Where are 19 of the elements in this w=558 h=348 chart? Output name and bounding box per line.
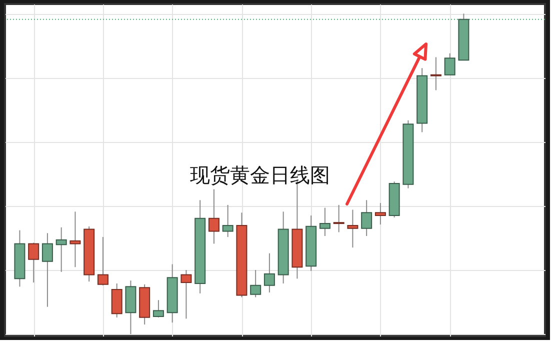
- candlestick: [374, 202, 386, 225]
- candlestick: [152, 300, 164, 318]
- candlestick: [208, 188, 220, 244]
- candlestick: [56, 226, 67, 272]
- candlestick: [264, 252, 275, 293]
- candlestick: [180, 269, 192, 320]
- candlestick: [222, 204, 234, 238]
- candlestick: [42, 232, 53, 308]
- candlestick: [319, 207, 330, 237]
- candlestick: [333, 204, 344, 233]
- candlestick: [250, 269, 262, 298]
- candlestick: [70, 211, 81, 268]
- candlestick: [97, 236, 108, 286]
- candlestick: [430, 56, 442, 91]
- candlestick: [28, 242, 40, 283]
- candlestick: [444, 52, 456, 76]
- text: 现货黄金日线图: [190, 163, 330, 187]
- candlestick: [347, 209, 358, 248]
- candlestick: [361, 200, 372, 237]
